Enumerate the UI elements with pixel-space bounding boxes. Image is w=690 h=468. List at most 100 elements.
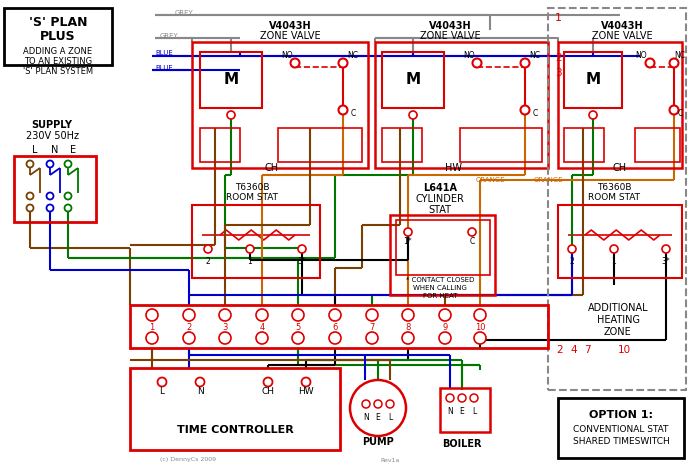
Text: ADDING A ZONE: ADDING A ZONE <box>23 47 92 57</box>
Bar <box>558 205 682 278</box>
Text: 10: 10 <box>618 345 631 355</box>
Text: 2: 2 <box>206 256 210 265</box>
Circle shape <box>157 378 166 387</box>
Circle shape <box>227 111 235 119</box>
Text: GREY: GREY <box>175 10 194 16</box>
Circle shape <box>474 309 486 321</box>
Circle shape <box>366 309 378 321</box>
Text: 'S' PLAN: 'S' PLAN <box>29 15 87 29</box>
Circle shape <box>402 332 414 344</box>
Bar <box>200 52 262 108</box>
Circle shape <box>146 332 158 344</box>
Circle shape <box>520 105 529 115</box>
Circle shape <box>366 332 378 344</box>
Text: N: N <box>51 145 59 155</box>
Circle shape <box>589 111 597 119</box>
Text: PLUS: PLUS <box>40 29 76 43</box>
Bar <box>558 42 682 168</box>
Circle shape <box>219 309 231 321</box>
Text: 4: 4 <box>259 322 265 331</box>
Circle shape <box>439 332 451 344</box>
Text: 3: 3 <box>555 68 562 78</box>
Circle shape <box>339 58 348 67</box>
Text: HEATING: HEATING <box>596 315 640 325</box>
Text: BLUE: BLUE <box>155 65 172 71</box>
Text: BOILER: BOILER <box>442 439 482 449</box>
Circle shape <box>362 400 370 408</box>
Text: V4043H: V4043H <box>428 21 471 31</box>
Text: NC: NC <box>348 51 359 60</box>
Text: 7: 7 <box>584 345 591 355</box>
Text: 10: 10 <box>475 322 485 331</box>
Text: 3*: 3* <box>297 256 306 265</box>
Text: Rev1a: Rev1a <box>380 458 400 462</box>
Text: FOR HEAT: FOR HEAT <box>423 293 457 299</box>
Text: PUMP: PUMP <box>362 437 394 447</box>
Text: 3: 3 <box>222 322 228 331</box>
Text: 2: 2 <box>570 256 574 265</box>
Circle shape <box>669 58 678 67</box>
Bar <box>558 398 684 458</box>
Bar <box>548 8 686 390</box>
Text: M: M <box>585 73 600 88</box>
Circle shape <box>64 192 72 199</box>
Bar <box>440 388 490 432</box>
Text: ZONE VALVE: ZONE VALVE <box>259 31 320 41</box>
Bar <box>192 205 320 278</box>
Bar <box>130 368 340 450</box>
Circle shape <box>470 394 478 402</box>
Text: WHEN CALLING: WHEN CALLING <box>413 285 467 291</box>
Text: 7: 7 <box>369 322 375 331</box>
Text: ADDITIONAL: ADDITIONAL <box>588 303 649 313</box>
Bar <box>4 8 112 65</box>
Text: NC: NC <box>529 51 540 60</box>
Circle shape <box>386 400 394 408</box>
Text: 1*: 1* <box>404 237 413 247</box>
Circle shape <box>350 380 406 436</box>
Text: NO: NO <box>635 51 647 60</box>
Text: C: C <box>469 237 475 247</box>
Text: TO AN EXISTING: TO AN EXISTING <box>24 58 92 66</box>
Text: HW: HW <box>444 163 462 173</box>
Bar <box>564 128 604 162</box>
Text: CH: CH <box>262 388 275 396</box>
Bar <box>635 128 680 162</box>
Text: 2: 2 <box>186 322 192 331</box>
Circle shape <box>195 378 204 387</box>
Circle shape <box>402 309 414 321</box>
Text: N: N <box>447 408 453 417</box>
Circle shape <box>46 205 54 212</box>
Text: SUPPLY: SUPPLY <box>32 120 72 130</box>
Text: N: N <box>363 414 369 423</box>
Circle shape <box>520 58 529 67</box>
Text: STAT: STAT <box>428 205 451 215</box>
Circle shape <box>292 309 304 321</box>
Bar <box>382 128 422 162</box>
Circle shape <box>446 394 454 402</box>
Circle shape <box>64 205 72 212</box>
Text: ROOM STAT: ROOM STAT <box>226 193 278 203</box>
Text: 3*: 3* <box>662 256 671 265</box>
Bar <box>375 42 548 168</box>
Text: L: L <box>388 414 392 423</box>
Text: 1: 1 <box>248 256 253 265</box>
Text: 230V 50Hz: 230V 50Hz <box>26 131 79 141</box>
Circle shape <box>302 378 310 387</box>
Text: V4043H: V4043H <box>268 21 311 31</box>
Text: 2: 2 <box>555 53 562 63</box>
Bar <box>396 220 490 275</box>
Text: OPTION 1:: OPTION 1: <box>589 410 653 420</box>
Text: TIME CONTROLLER: TIME CONTROLLER <box>177 425 293 435</box>
Text: T6360B: T6360B <box>235 183 269 192</box>
Text: HW: HW <box>298 388 314 396</box>
Text: ZONE: ZONE <box>604 327 632 337</box>
Text: NO: NO <box>282 51 293 60</box>
Text: 9: 9 <box>442 322 448 331</box>
Bar <box>460 128 542 162</box>
Text: M: M <box>406 73 421 88</box>
Text: NO: NO <box>463 51 475 60</box>
Circle shape <box>662 245 670 253</box>
Text: C: C <box>533 109 538 117</box>
Circle shape <box>473 58 482 67</box>
Text: NC: NC <box>675 51 685 60</box>
